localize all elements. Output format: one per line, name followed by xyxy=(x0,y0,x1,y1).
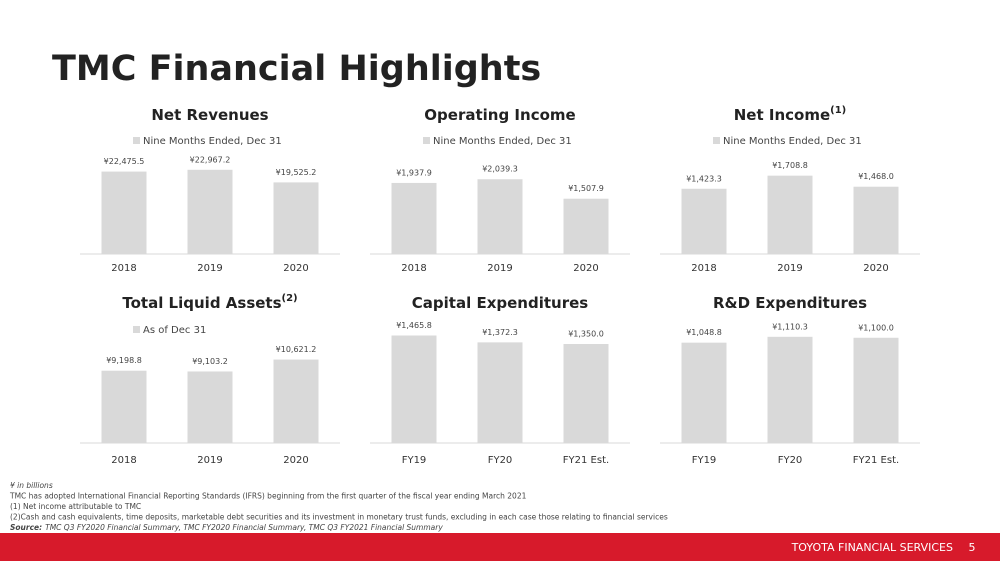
legend-label: Nine Months Ended, Dec 31 xyxy=(143,136,282,147)
bar xyxy=(101,171,147,254)
chart-title-note: (1) xyxy=(830,105,846,116)
page-number: 5 xyxy=(969,541,976,554)
source-label: Source: xyxy=(10,523,42,532)
x-tick-label: 2020 xyxy=(283,263,308,274)
value-label: ¥1,468.0 xyxy=(858,172,894,181)
bar xyxy=(681,188,727,254)
x-tick-label: 2019 xyxy=(487,263,512,274)
x-tick-label: FY21 Est. xyxy=(853,455,899,466)
value-label: ¥1,110.3 xyxy=(772,322,808,331)
bar xyxy=(563,198,609,254)
chart-title-text: Capital Expenditures xyxy=(412,294,588,312)
value-label: ¥9,103.2 xyxy=(192,357,228,366)
bar xyxy=(563,344,609,443)
x-tick-label: 2018 xyxy=(401,263,426,274)
bar xyxy=(187,169,233,254)
x-tick-label: 2018 xyxy=(111,455,136,466)
footnote: TMC has adopted International Financial … xyxy=(9,492,527,501)
legend-swatch xyxy=(423,137,430,144)
x-tick-label: FY21 Est. xyxy=(563,455,609,466)
footnote: (2)Cash and cash equivalents, time depos… xyxy=(10,513,668,522)
chart-title: Total Liquid Assets(2) xyxy=(122,293,297,312)
value-label: ¥9,198.8 xyxy=(106,356,142,365)
footer-bar xyxy=(0,533,1000,561)
bar xyxy=(477,179,523,254)
legend-swatch xyxy=(133,137,140,144)
bar xyxy=(187,371,233,443)
legend-label: Nine Months Ended, Dec 31 xyxy=(433,136,572,147)
x-tick-label: 2019 xyxy=(197,263,222,274)
chart-title-text: R&D Expenditures xyxy=(713,294,867,312)
value-label: ¥10,621.2 xyxy=(276,345,317,354)
legend-swatch xyxy=(713,137,720,144)
x-tick-label: FY19 xyxy=(692,455,717,466)
footnote: (1) Net income attributable to TMC xyxy=(10,502,141,511)
x-tick-label: FY20 xyxy=(488,455,513,466)
x-tick-label: 2019 xyxy=(197,455,222,466)
bar xyxy=(391,182,437,254)
x-tick-label: 2020 xyxy=(863,263,888,274)
chart-title: Net Revenues xyxy=(151,106,268,124)
chart-title-text: Operating Income xyxy=(424,106,575,124)
value-label: ¥1,937.9 xyxy=(396,168,432,177)
bar xyxy=(681,342,727,443)
bar xyxy=(767,175,813,254)
source-text: TMC Q3 FY2020 Financial Summary, TMC FY2… xyxy=(45,523,443,532)
value-label: ¥1,100.0 xyxy=(858,323,894,332)
x-tick-label: FY19 xyxy=(402,455,427,466)
chart-title: R&D Expenditures xyxy=(713,294,867,312)
legend-label: As of Dec 31 xyxy=(143,325,206,336)
bar xyxy=(101,370,147,443)
legend-label: Nine Months Ended, Dec 31 xyxy=(723,136,862,147)
x-tick-label: 2020 xyxy=(573,263,598,274)
bar xyxy=(273,359,319,443)
x-tick-label: FY20 xyxy=(778,455,803,466)
x-tick-label: 2018 xyxy=(691,263,716,274)
chart-title-text: Net Revenues xyxy=(151,106,268,124)
value-label: ¥1,423.3 xyxy=(686,174,722,183)
bar xyxy=(767,336,813,443)
chart-title: Operating Income xyxy=(424,106,575,124)
x-tick-label: 2020 xyxy=(283,455,308,466)
x-tick-label: 2019 xyxy=(777,263,802,274)
chart-title: Capital Expenditures xyxy=(412,294,588,312)
bar xyxy=(391,335,437,443)
value-label: ¥1,350.0 xyxy=(568,330,604,339)
value-label: ¥1,708.8 xyxy=(772,161,808,170)
chart-title-note: (2) xyxy=(282,293,298,304)
value-label: ¥1,465.8 xyxy=(396,321,432,330)
value-label: ¥2,039.3 xyxy=(482,165,518,174)
legend-swatch xyxy=(133,326,140,333)
value-label: ¥1,372.3 xyxy=(482,328,518,337)
footer-text: TOYOTA FINANCIAL SERVICES xyxy=(791,541,953,554)
chart-title-text: Total Liquid Assets xyxy=(122,294,281,312)
bar xyxy=(853,186,899,254)
page-title: TMC Financial Highlights xyxy=(52,49,541,89)
value-label: ¥22,475.5 xyxy=(104,157,145,166)
bar xyxy=(853,337,899,443)
value-label: ¥22,967.2 xyxy=(190,155,231,164)
footnote: ¥ in billions xyxy=(10,481,53,490)
value-label: ¥1,507.9 xyxy=(568,184,604,193)
source-note: Source: TMC Q3 FY2020 Financial Summary, … xyxy=(10,523,443,532)
value-label: ¥19,525.2 xyxy=(276,168,317,177)
x-tick-label: 2018 xyxy=(111,263,136,274)
bar xyxy=(273,182,319,254)
value-label: ¥1,048.8 xyxy=(686,328,722,337)
chart-title: Net Income(1) xyxy=(734,105,847,124)
chart-title-text: Net Income xyxy=(734,106,830,124)
bar xyxy=(477,342,523,443)
